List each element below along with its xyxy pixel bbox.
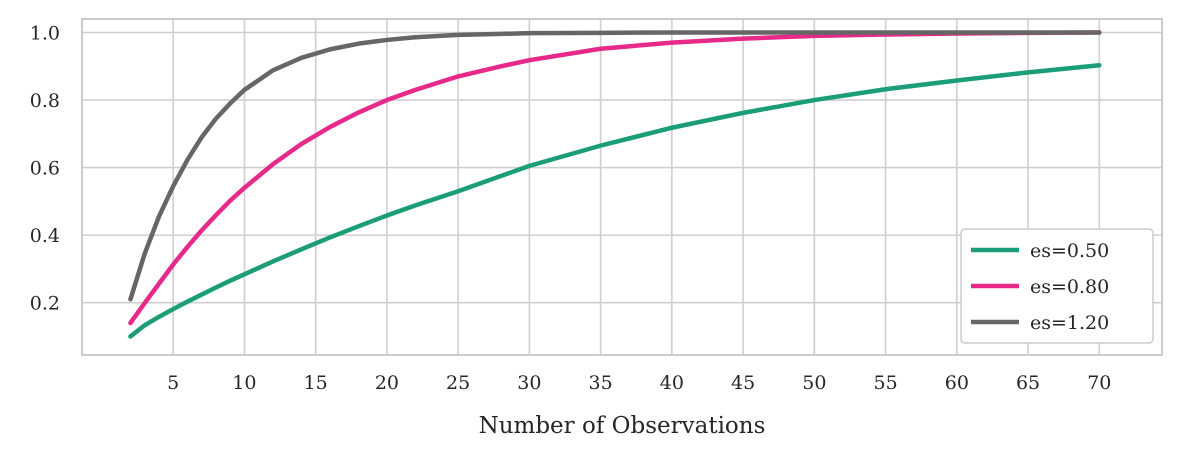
legend-label: es=1.20 — [1030, 312, 1109, 334]
legend-box — [960, 228, 1154, 344]
y-tick-label: 0.8 — [30, 90, 60, 112]
x-tick-label: 50 — [802, 372, 826, 394]
x-gridlines — [172, 19, 1101, 355]
series-line — [128, 30, 1102, 302]
y-tick-label: 0.2 — [30, 293, 60, 315]
x-tick-label: 65 — [1016, 372, 1040, 394]
x-tick-label: 70 — [1087, 372, 1111, 394]
y-tick-labels: 0.2 0.4 0.6 0.8 1.0 — [30, 23, 60, 315]
plot-frame — [81, 18, 1163, 356]
legend-label: es=0.80 — [1030, 276, 1109, 298]
y-tick-label: 0.4 — [30, 225, 60, 247]
series-lines — [128, 30, 1102, 339]
y-tick-label: 1.0 — [30, 23, 60, 45]
x-tick-label: 60 — [945, 372, 969, 394]
legend-label: es=0.50 — [1030, 240, 1109, 262]
y-tick-label: 0.6 — [30, 158, 60, 180]
x-tick-labels: 5 10 15 20 25 30 35 40 45 50 55 60 65 70 — [167, 372, 1111, 394]
x-tick-label: 30 — [517, 372, 541, 394]
series-line — [128, 30, 1102, 326]
legend-items: es=0.50 es=0.80 es=1.20 — [971, 240, 1109, 334]
x-tick-label: 15 — [304, 372, 328, 394]
x-tick-label: 55 — [873, 372, 897, 394]
x-tick-label: 40 — [660, 372, 684, 394]
legend: es=0.50 es=0.80 es=1.20 — [960, 228, 1154, 344]
series-line — [128, 63, 1102, 339]
x-axis-title: Number of Observations — [479, 413, 766, 439]
x-tick-label: 10 — [232, 372, 256, 394]
x-tick-label: 35 — [589, 372, 613, 394]
x-tick-label: 45 — [731, 372, 755, 394]
x-tick-label: 20 — [375, 372, 399, 394]
x-tick-label: 25 — [446, 372, 470, 394]
x-tick-label: 5 — [167, 372, 179, 394]
